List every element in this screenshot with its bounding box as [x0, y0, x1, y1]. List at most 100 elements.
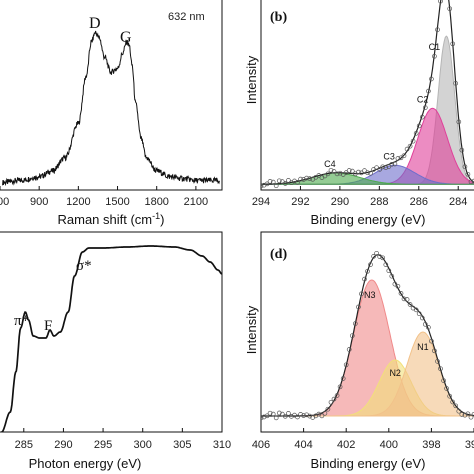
- data-point: [426, 88, 431, 94]
- x-tick-label: 295: [94, 439, 112, 451]
- x-tick-label: 1200: [66, 196, 90, 208]
- data-point: [456, 119, 462, 125]
- data-point: [407, 302, 413, 307]
- data-point: [404, 146, 410, 152]
- data-point: [276, 410, 282, 416]
- data-point: [377, 254, 383, 259]
- x-tick-label: 1800: [144, 196, 168, 208]
- data-point: [282, 181, 288, 186]
- g-band-label: G: [120, 29, 132, 46]
- panel-d-x-ticks: 406 404 402 400 398 396: [252, 428, 474, 451]
- data-point: [304, 412, 309, 418]
- panel-d-peak-labels: N3 N2 N1: [364, 290, 429, 378]
- data-point: [331, 396, 337, 402]
- data-point: [450, 41, 456, 47]
- x-tick-label: 290: [54, 439, 72, 451]
- data-point: [337, 384, 343, 390]
- data-point: [334, 171, 340, 177]
- data-point: [392, 281, 398, 287]
- data-point: [386, 164, 392, 169]
- data-point: [292, 178, 297, 184]
- x-tick-label: 292: [291, 196, 309, 208]
- data-point: [392, 161, 398, 167]
- data-point: [307, 176, 313, 181]
- data-point: [356, 169, 361, 175]
- data-point: [264, 181, 270, 187]
- peak-label-n2: N2: [389, 368, 401, 378]
- x-tick-label: 600: [0, 196, 9, 208]
- data-point: [447, 393, 453, 399]
- data-point: [401, 296, 407, 302]
- panel-d-data-points: [261, 250, 474, 421]
- data-point: [389, 273, 395, 279]
- data-point: [432, 53, 437, 59]
- data-point: [322, 410, 328, 416]
- data-point: [435, 359, 440, 364]
- panel-c-x-ticks: 285 290 295 300 305 310: [15, 428, 231, 451]
- data-point: [368, 262, 373, 267]
- x-tick-label: 406: [252, 439, 270, 451]
- data-point: [471, 411, 474, 417]
- data-point: [328, 399, 334, 405]
- data-point: [261, 414, 267, 420]
- data-point: [282, 413, 288, 419]
- data-point: [380, 164, 386, 170]
- data-point: [453, 403, 459, 409]
- x-tick-label: 400: [380, 439, 398, 451]
- data-point: [383, 262, 389, 267]
- data-point: [295, 179, 300, 185]
- peak-label-c3: C3: [383, 151, 395, 161]
- panel-c: π* F σ* 285 290 295 300 305 310 Photon energy…: [0, 231, 231, 471]
- data-point: [444, 386, 449, 391]
- data-point: [325, 406, 331, 412]
- panel-d-frame: [260, 231, 474, 433]
- data-point: [267, 410, 273, 416]
- data-point: [301, 177, 306, 182]
- data-point: [307, 413, 313, 419]
- data-point: [419, 315, 425, 321]
- panel-b-x-ticks: 29429229028828628428: [252, 186, 467, 208]
- data-point: [416, 311, 422, 317]
- x-tick-label: 396: [465, 439, 474, 451]
- data-point: [377, 167, 383, 172]
- data-point: [422, 105, 428, 110]
- data-point: [371, 254, 376, 259]
- data-point: [298, 412, 303, 417]
- data-point: [465, 411, 471, 417]
- panel-b-y-axis-title: Intensity: [244, 55, 259, 104]
- data-point: [349, 333, 355, 339]
- data-point: [395, 156, 401, 161]
- data-point: [346, 168, 352, 173]
- data-point: [389, 161, 395, 167]
- data-point: [447, 6, 453, 12]
- x-tick-label: 284: [449, 196, 467, 208]
- data-point: [346, 347, 352, 352]
- panel-b-label: (b): [270, 10, 287, 25]
- data-point: [429, 76, 434, 82]
- data-point: [261, 183, 264, 189]
- data-point: [279, 411, 285, 417]
- x-tick-label: 300: [134, 439, 152, 451]
- data-point: [401, 153, 407, 159]
- data-point: [453, 81, 459, 86]
- data-point: [468, 179, 474, 185]
- sigma-star-label: σ*: [76, 258, 92, 274]
- data-point: [441, 378, 446, 383]
- data-point: [267, 179, 273, 184]
- panel-d-label: (d): [270, 247, 287, 262]
- data-point: [386, 268, 392, 274]
- data-point: [264, 413, 270, 419]
- x-tick-label: 900: [30, 196, 48, 208]
- peak-label-c4: C4: [324, 159, 336, 169]
- data-point: [276, 178, 282, 184]
- data-point: [365, 170, 370, 176]
- x-tick-label: 294: [252, 196, 270, 208]
- data-point: [380, 255, 386, 261]
- panel-a-frame: [0, 0, 223, 191]
- data-point: [356, 304, 361, 310]
- data-point: [468, 414, 474, 420]
- panel-a-x-axis-title: Raman shift (cm-1): [58, 211, 165, 227]
- panel-b-fit-components: [261, 35, 474, 185]
- data-point: [407, 143, 413, 149]
- data-point: [362, 276, 367, 282]
